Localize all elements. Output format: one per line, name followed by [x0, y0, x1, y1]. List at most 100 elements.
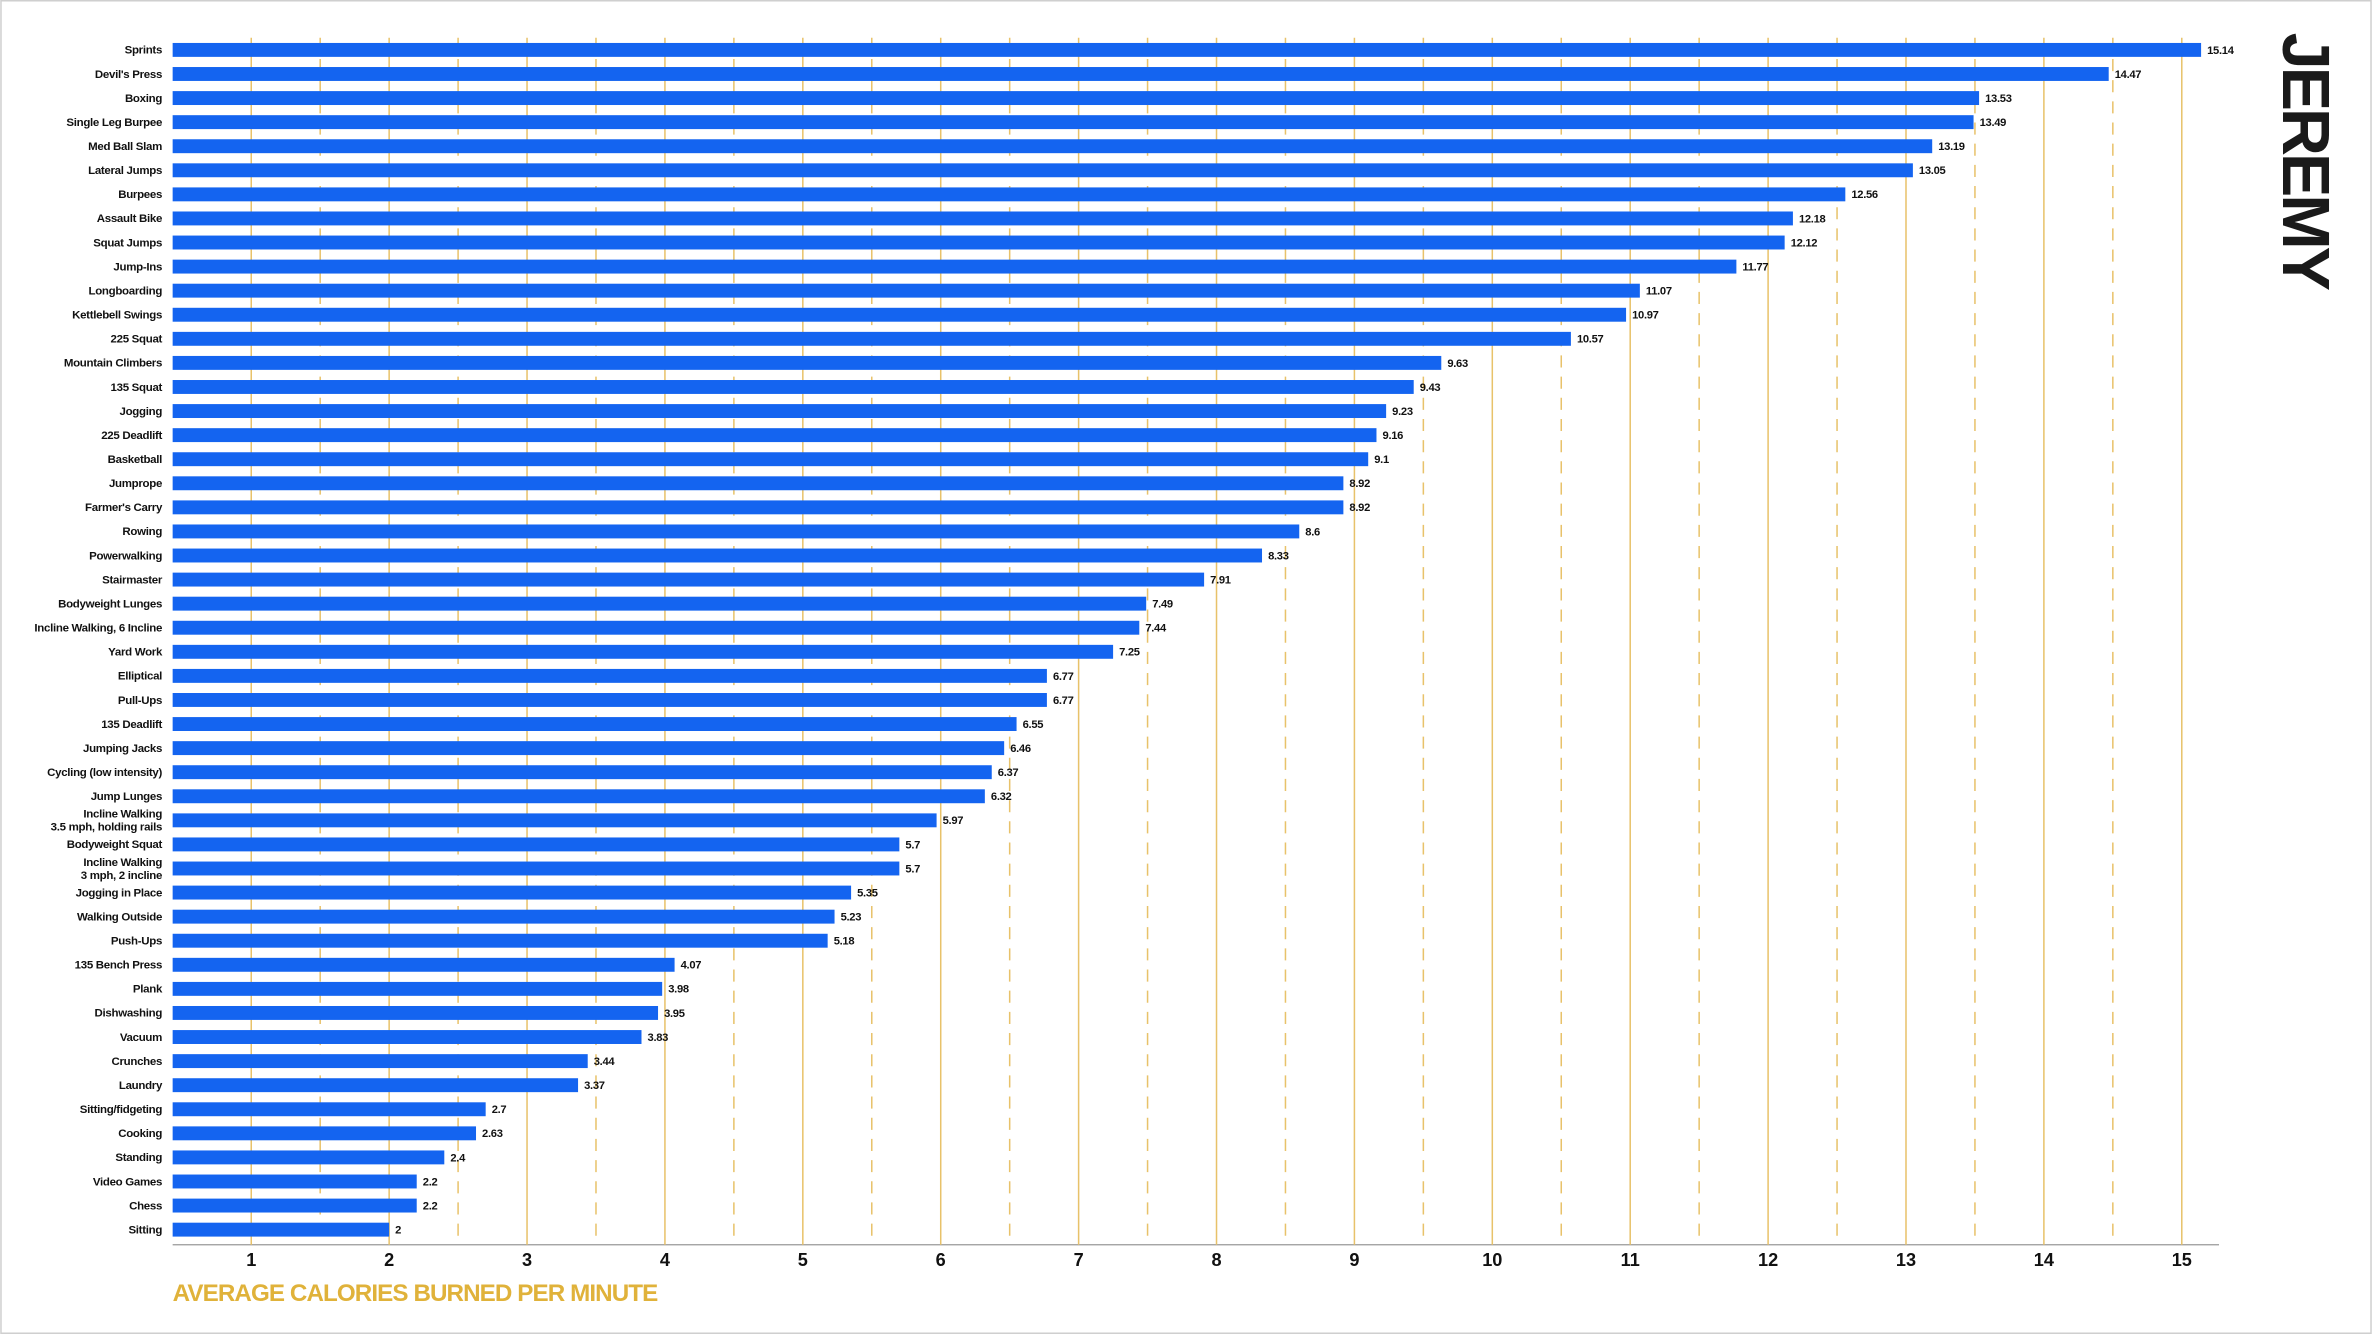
- y-tick-label: Squat Jumps: [93, 237, 162, 249]
- bar: [172, 380, 1414, 394]
- value-label: 2.2: [423, 1176, 438, 1188]
- bar: [172, 452, 1369, 467]
- y-tick-label: Dishwashing: [95, 1008, 163, 1020]
- value-label: 6.46: [1010, 743, 1031, 755]
- y-tick-label: Jogging in Place: [76, 887, 162, 899]
- bars: 15.14 14.47 13.53 13.49 13.19 13.05 12.56 12.18…: [172, 42, 2235, 1237]
- value-label: 9.16: [1383, 430, 1404, 442]
- bar: [172, 211, 1793, 226]
- bar: [172, 428, 1377, 443]
- value-label: 2: [395, 1225, 401, 1237]
- value-label: 2.63: [482, 1128, 503, 1140]
- value-label: 9.43: [1420, 382, 1441, 394]
- y-tick-label: Walking Outside: [77, 911, 162, 923]
- y-tick-label: 135 Squat: [111, 382, 163, 394]
- x-tick-label: 2: [384, 1250, 394, 1270]
- bar: [172, 404, 1387, 419]
- y-tick-label: Sprints: [125, 45, 162, 57]
- bar: [172, 1078, 579, 1093]
- bar: [172, 644, 1114, 659]
- value-label: 5.7: [905, 839, 920, 851]
- value-label: 10.97: [1632, 310, 1659, 322]
- bar: [172, 1126, 477, 1141]
- x-tick-label: 6: [936, 1250, 946, 1270]
- y-tick-label: Video Games: [93, 1176, 162, 1188]
- bar: [172, 1150, 445, 1165]
- value-label: 6.37: [998, 767, 1019, 779]
- x-tick-label: 11: [1621, 1250, 1640, 1270]
- value-label: 8.92: [1349, 478, 1370, 490]
- y-tick-label: 225 Squat: [111, 334, 163, 346]
- y-tick-label: Farmer's Carry: [85, 502, 163, 514]
- bar: [172, 885, 852, 900]
- bar: [172, 235, 1785, 250]
- value-label: 6.55: [1023, 719, 1044, 731]
- value-label: 12.56: [1851, 189, 1878, 201]
- bar: [172, 1198, 417, 1213]
- value-label: 14.47: [2115, 69, 2142, 81]
- x-tick-label: 3: [522, 1250, 532, 1270]
- bar: [172, 67, 2109, 81]
- bar: [172, 331, 1571, 346]
- x-tick-label: 13: [1896, 1250, 1916, 1270]
- x-tick-label: 8: [1211, 1250, 1221, 1270]
- y-tick-label: Devil's Press: [95, 69, 162, 81]
- bar: [172, 668, 1047, 683]
- value-label: 7.25: [1119, 647, 1140, 659]
- y-tick-label: Chess: [129, 1200, 162, 1212]
- y-tick-label: Incline Walking, 6 Incline: [34, 623, 162, 635]
- bar: [172, 1054, 588, 1069]
- bar: [172, 1222, 390, 1237]
- value-label: 5.18: [834, 936, 855, 948]
- y-tick-label: Vacuum: [120, 1032, 162, 1044]
- x-tick-label: 1: [246, 1250, 256, 1270]
- y-tick-label: Incline Walking 3 mph, 2 incline: [81, 857, 163, 882]
- y-tick-label: Jump-Ins: [113, 261, 162, 273]
- y-tick-label: Assault Bike: [97, 213, 162, 225]
- y-tick-label: Plank: [133, 984, 163, 996]
- value-label: 13.53: [1985, 93, 2012, 105]
- y-tick-label: Lateral Jumps: [88, 165, 162, 177]
- bar: [172, 355, 1442, 370]
- value-label: 3.44: [594, 1056, 616, 1068]
- bar: [172, 789, 985, 804]
- bar: [172, 909, 835, 924]
- value-label: 12.18: [1799, 213, 1826, 225]
- y-tick-label: Boxing: [125, 93, 162, 105]
- x-axis-label: AVERAGE CALORIES BURNED PER MINUTE: [173, 1280, 659, 1307]
- value-label: 6.77: [1053, 695, 1074, 707]
- y-tick-label: 135 Bench Press: [75, 960, 162, 972]
- y-tick-label: Pull-Ups: [118, 695, 162, 707]
- bar: [172, 548, 1263, 563]
- y-tick-label: Push-Ups: [111, 936, 162, 948]
- value-label: 2.7: [492, 1104, 507, 1116]
- value-label: 13.49: [1980, 117, 2007, 129]
- bar: [172, 596, 1147, 611]
- value-label: 11.77: [1742, 261, 1768, 273]
- bar: [172, 620, 1140, 635]
- x-tick-label: 12: [1758, 1250, 1778, 1270]
- value-label: 6.77: [1053, 671, 1074, 683]
- bar: [172, 42, 2202, 57]
- y-tick-label: Sitting: [128, 1224, 162, 1236]
- y-tick-label: Cycling (low intensity): [47, 767, 162, 779]
- y-tick-label: 225 Deadlift: [101, 430, 162, 442]
- value-label: 8.92: [1349, 502, 1370, 514]
- bar: [172, 741, 1005, 756]
- value-label: 7.91: [1210, 574, 1231, 586]
- bar: [172, 765, 992, 780]
- value-label: 9.23: [1392, 406, 1413, 418]
- value-label: 3.98: [668, 984, 689, 996]
- y-tick-label: Jogging: [120, 406, 163, 418]
- x-tick-label: 7: [1074, 1250, 1084, 1270]
- y-tick-label: Kettlebell Swings: [72, 310, 162, 322]
- y-tick-label: Med Ball Slam: [88, 141, 162, 153]
- x-tick-label: 14: [2034, 1250, 2054, 1270]
- bar: [172, 572, 1205, 587]
- bar: [172, 1174, 417, 1189]
- y-tick-label: Jumprope: [109, 478, 162, 490]
- bar: [172, 1030, 642, 1044]
- value-label: 10.57: [1577, 334, 1604, 346]
- y-tick-label: Cooking: [118, 1128, 162, 1140]
- y-tick-label: Crunches: [111, 1056, 162, 1068]
